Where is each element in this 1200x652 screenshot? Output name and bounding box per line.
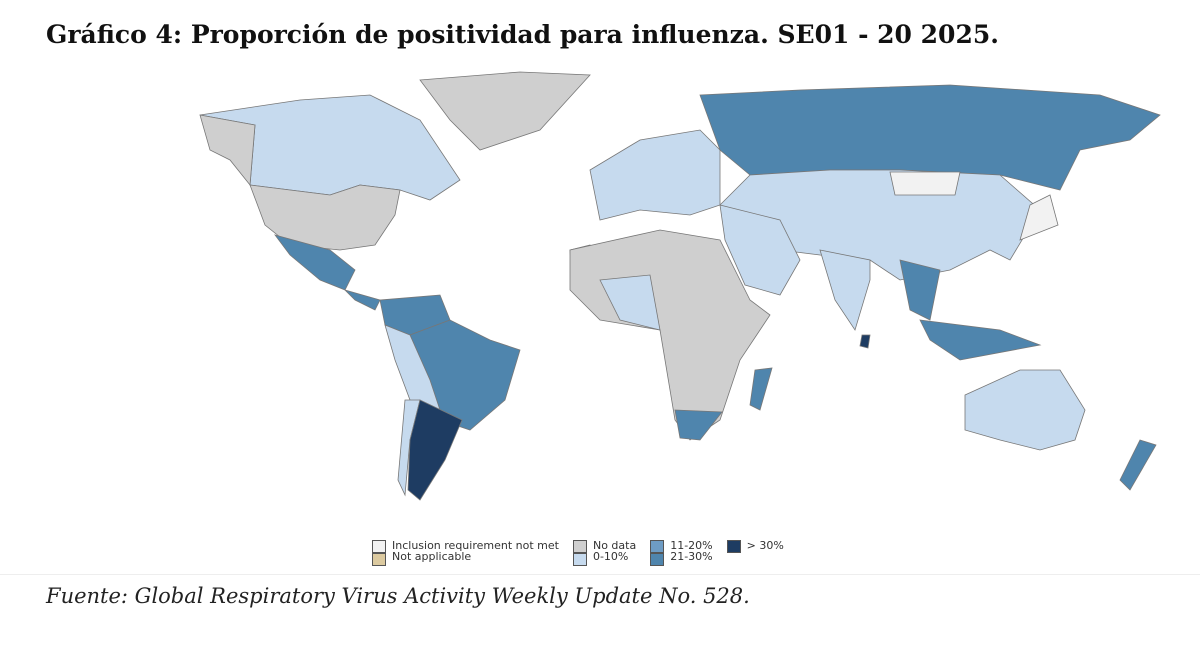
region-middle-east	[719, 204, 801, 296]
legend-swatch-11-20	[650, 540, 665, 553]
legend-label: 21-30%	[670, 550, 713, 563]
region-argentina	[407, 399, 463, 501]
divider	[0, 574, 1200, 575]
region-japan	[1019, 194, 1059, 241]
legend-label: > 30%	[746, 539, 784, 552]
region-alaska	[199, 114, 256, 187]
region-south-africa	[674, 409, 723, 441]
region-sri-lanka	[859, 334, 871, 349]
legend-swatch-30	[726, 540, 741, 553]
legend-label: Inclusion requirement not met	[392, 539, 559, 552]
world-map	[199, 71, 1161, 501]
region-greenland	[419, 71, 591, 151]
region-indonesia	[919, 319, 1042, 361]
legend-label: Not applicable	[392, 550, 472, 563]
region-mongolia	[889, 171, 961, 196]
legend-swatch-0-10	[572, 553, 587, 566]
legend-label: No data	[592, 539, 637, 552]
source-note: Fuente: Global Respiratory Virus Activit…	[46, 584, 750, 608]
region-west-africa	[599, 274, 661, 331]
legend-swatch-21-30	[650, 553, 665, 566]
region-australia	[964, 369, 1086, 451]
legend-label: 0-10%	[592, 550, 629, 563]
region-new-zealand	[1119, 439, 1157, 491]
region-europe	[589, 129, 721, 221]
region-southeast-asia	[899, 259, 941, 321]
chart-title: Gráfico 4: Proporción de positividad par…	[46, 20, 999, 49]
legend-swatch-nodata	[572, 540, 587, 553]
region-india	[819, 249, 871, 331]
region-central-america	[343, 289, 381, 311]
region-madagascar	[749, 367, 773, 411]
legend-swatch-not-met	[372, 540, 386, 553]
legend: Inclusion requirement not met Not applica…	[372, 540, 784, 566]
legend-swatch-na	[372, 553, 386, 566]
legend-label: 11-20%	[670, 539, 713, 552]
region-united-states	[249, 184, 401, 251]
region-chile	[397, 399, 421, 497]
